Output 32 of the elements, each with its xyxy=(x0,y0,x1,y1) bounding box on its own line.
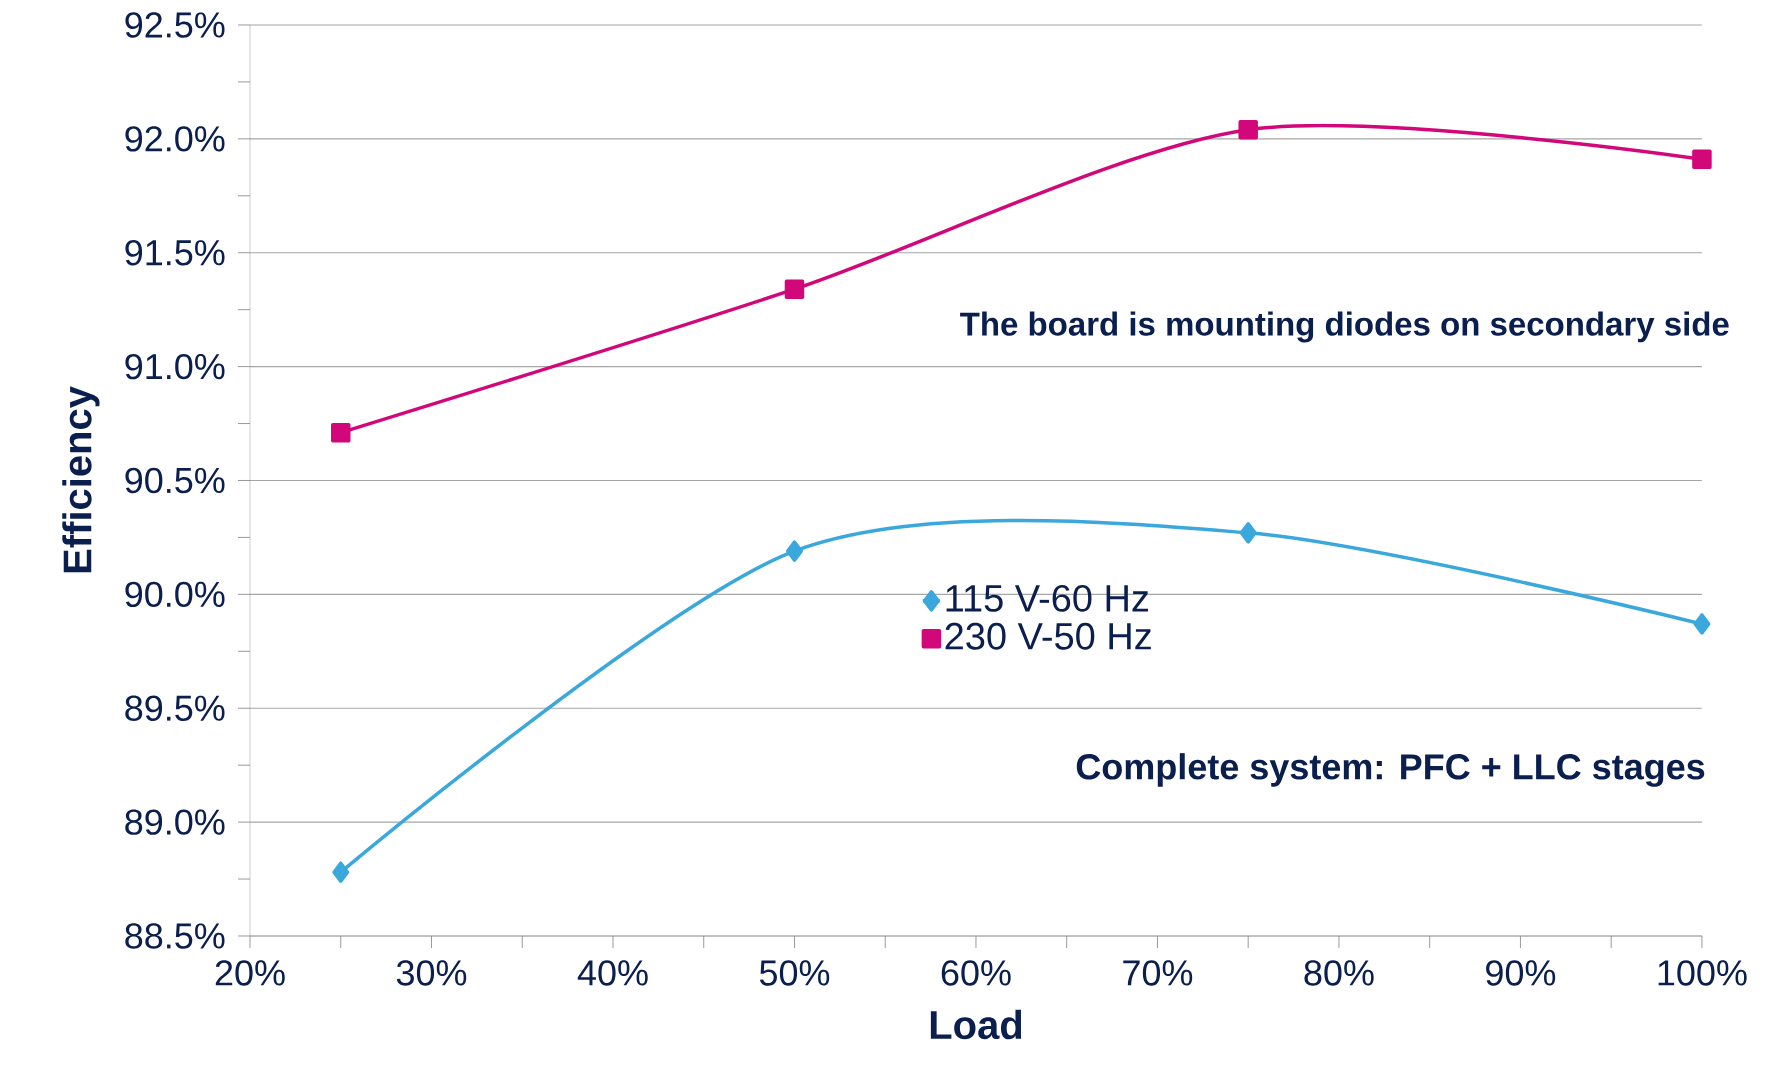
point xyxy=(784,279,805,299)
x-tick-label: 70% xyxy=(1123,960,1193,986)
x-tick-label: 90% xyxy=(1486,960,1556,986)
y-tick-label: 89.0% xyxy=(125,809,225,835)
x-tick-label: 60% xyxy=(941,960,1011,986)
x-tick-label: 40% xyxy=(577,960,648,986)
y-tick-label: 88.5% xyxy=(125,923,225,949)
legend-label: 115 V-60 Hz xyxy=(946,584,1149,612)
x-tick-label: 30% xyxy=(396,960,467,986)
x-axis-title: Load xyxy=(930,1009,1022,1040)
point xyxy=(1693,613,1711,635)
y-tick-label: 92.5% xyxy=(125,12,225,38)
y-tick-label: 90.0% xyxy=(125,581,225,608)
x-tick-label: 100% xyxy=(1658,960,1747,986)
y-tick-label: 91.5% xyxy=(125,240,225,266)
y-tick-label: 91.0% xyxy=(125,353,225,380)
annotation: The board is mounting diodes on secondary side xyxy=(960,311,1729,343)
point xyxy=(331,422,351,443)
y-tick-label: 90.5% xyxy=(125,467,225,494)
point xyxy=(1692,149,1712,170)
x-tick-label: 80% xyxy=(1304,960,1374,986)
point xyxy=(785,540,803,562)
point xyxy=(1238,120,1258,140)
point xyxy=(1239,522,1257,544)
y-tick-label: 92.0% xyxy=(125,126,225,152)
point xyxy=(332,861,350,883)
annotation: Complete system: PFC + LLC stages xyxy=(1076,753,1705,787)
legend-label: 230 V-50 Hz xyxy=(945,622,1151,650)
x-tick-label: 20% xyxy=(215,960,285,986)
y-axis-title: Efficiency xyxy=(62,386,100,573)
x-tick-label: 50% xyxy=(759,960,830,986)
y-tick-label: 89.5% xyxy=(125,695,225,721)
